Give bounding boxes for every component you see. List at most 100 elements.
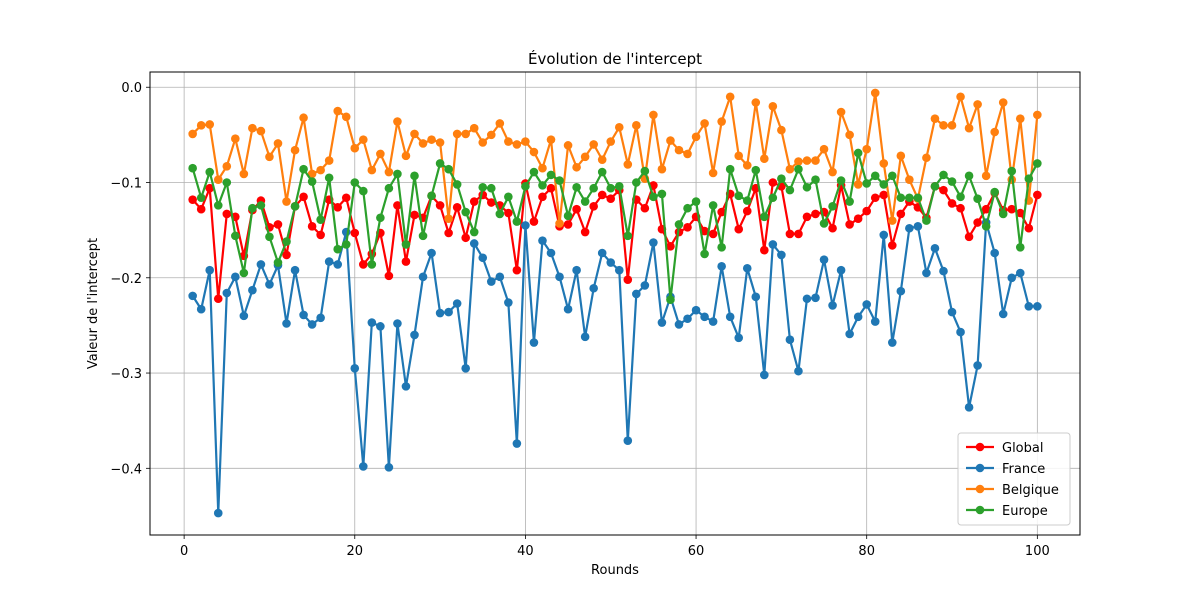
data-point-europe xyxy=(384,183,394,193)
data-point-belgique xyxy=(521,137,530,146)
data-point-europe xyxy=(674,220,684,229)
data-point-europe xyxy=(811,175,820,184)
data-point-europe xyxy=(597,167,607,177)
data-point-global xyxy=(811,209,820,219)
data-point-global xyxy=(393,201,402,210)
data-point-europe xyxy=(376,213,385,223)
data-point-belgique xyxy=(1033,110,1042,120)
data-point-belgique xyxy=(196,121,206,130)
data-point-global xyxy=(845,220,854,229)
data-point-global xyxy=(350,228,360,238)
data-point-europe xyxy=(887,171,897,181)
data-point-france xyxy=(845,329,854,339)
data-point-europe xyxy=(879,180,889,189)
data-point-global xyxy=(546,183,556,193)
data-point-europe xyxy=(469,227,479,237)
data-point-europe xyxy=(930,182,940,191)
data-point-europe xyxy=(768,193,778,203)
data-point-europe xyxy=(478,182,488,192)
data-point-belgique xyxy=(555,219,564,228)
data-point-europe xyxy=(623,231,633,241)
data-point-belgique xyxy=(691,132,701,142)
data-point-belgique xyxy=(572,162,581,172)
data-point-belgique xyxy=(777,125,786,135)
data-point-europe xyxy=(461,207,470,217)
data-point-belgique xyxy=(504,137,513,146)
data-point-belgique xyxy=(469,123,479,133)
data-point-belgique xyxy=(973,100,982,109)
data-point-belgique xyxy=(435,138,445,147)
data-point-france xyxy=(597,248,607,258)
data-point-europe xyxy=(913,193,923,203)
x-axis: 0 20 40 60 80 100 xyxy=(180,535,1050,559)
data-point-france xyxy=(435,308,445,318)
data-point-france xyxy=(376,322,385,331)
data-point-belgique xyxy=(614,122,624,132)
data-point-europe xyxy=(691,197,701,206)
data-point-belgique xyxy=(742,161,752,170)
data-point-europe xyxy=(222,178,232,187)
data-point-belgique xyxy=(828,167,837,177)
data-point-belgique xyxy=(939,121,948,130)
data-point-france xyxy=(188,291,197,301)
data-point-belgique xyxy=(316,165,325,175)
data-point-france xyxy=(486,277,496,286)
y-tick-label: −0.2 xyxy=(110,272,142,287)
series-line-global xyxy=(191,181,1039,300)
data-point-europe xyxy=(350,178,360,187)
data-point-france xyxy=(930,243,940,253)
data-point-europe xyxy=(196,193,206,203)
data-point-europe xyxy=(273,258,283,267)
data-point-belgique xyxy=(393,117,402,126)
data-point-belgique xyxy=(879,159,889,168)
data-point-belgique xyxy=(725,92,735,102)
data-point-europe xyxy=(393,169,402,179)
data-point-france xyxy=(444,307,453,317)
data-point-france xyxy=(990,248,999,258)
data-point-europe xyxy=(307,177,317,186)
data-point-belgique xyxy=(674,145,684,155)
data-point-france xyxy=(794,366,803,376)
data-point-france xyxy=(896,286,906,296)
data-point-europe xyxy=(785,185,795,195)
data-point-france xyxy=(777,250,786,260)
data-point-belgique xyxy=(802,156,812,165)
data-point-france xyxy=(222,288,232,298)
data-point-belgique xyxy=(964,123,974,133)
data-point-europe xyxy=(333,244,343,254)
data-point-global xyxy=(299,192,308,202)
data-point-europe xyxy=(990,187,999,197)
data-point-france xyxy=(589,283,598,293)
data-point-belgique xyxy=(768,102,778,111)
data-point-belgique xyxy=(529,147,539,157)
data-point-europe xyxy=(265,232,274,242)
data-point-france xyxy=(939,266,948,276)
data-point-france xyxy=(964,403,974,412)
data-point-belgique xyxy=(700,119,709,128)
data-point-europe xyxy=(939,170,948,180)
data-point-global xyxy=(597,190,607,200)
data-point-belgique xyxy=(350,143,360,153)
data-point-france xyxy=(521,221,530,230)
data-point-france xyxy=(905,223,914,233)
data-point-europe xyxy=(845,197,854,206)
x-tick-label: 20 xyxy=(346,544,363,559)
data-point-belgique xyxy=(956,92,965,102)
x-tick-label: 80 xyxy=(858,544,875,559)
data-point-france xyxy=(1033,302,1042,311)
data-point-france xyxy=(580,332,590,342)
data-point-france xyxy=(708,317,718,326)
legend-label-global: Global xyxy=(1002,441,1043,456)
data-point-global xyxy=(452,202,462,212)
data-point-global xyxy=(563,220,573,229)
data-point-europe xyxy=(998,209,1008,219)
data-point-belgique xyxy=(333,106,343,116)
data-point-belgique xyxy=(836,107,846,117)
data-point-france xyxy=(410,330,419,340)
legend-marker-europe xyxy=(975,505,985,515)
data-point-france xyxy=(555,272,564,282)
data-point-france xyxy=(469,239,479,248)
data-point-global xyxy=(1015,208,1025,218)
data-point-france xyxy=(811,293,820,303)
data-point-belgique xyxy=(853,180,863,189)
